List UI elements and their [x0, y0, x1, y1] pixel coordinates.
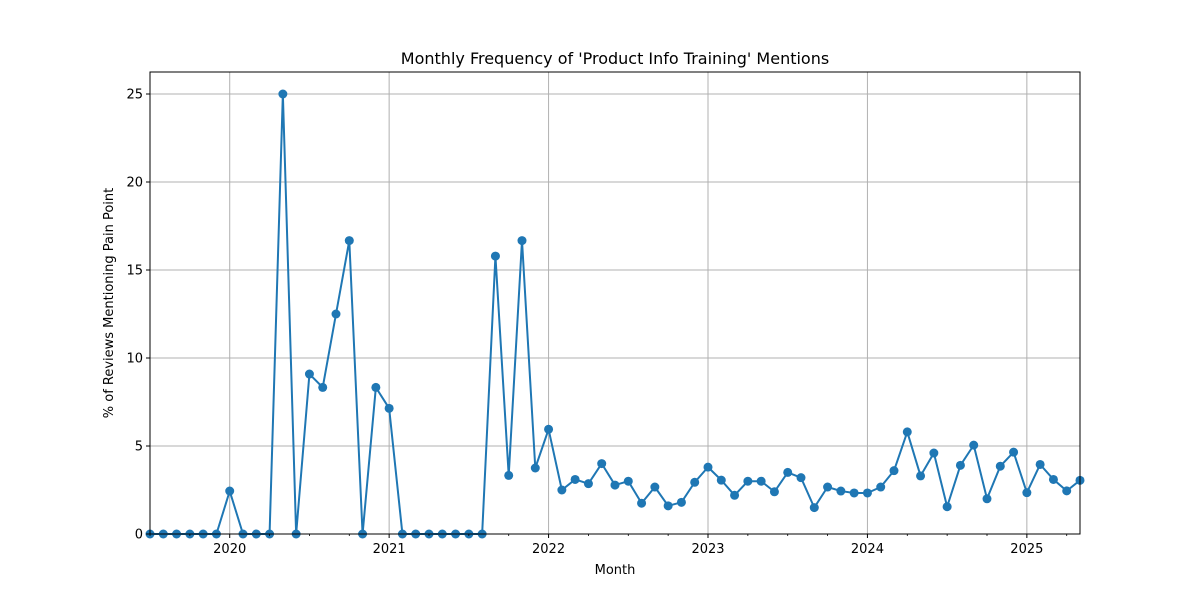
x-axis-title: Month — [595, 563, 636, 578]
data-point — [955, 460, 965, 470]
data-point — [650, 482, 660, 492]
data-point — [916, 471, 926, 481]
series-layer — [145, 89, 1085, 539]
data-point — [703, 462, 713, 472]
data-point — [1062, 486, 1072, 496]
data-point — [570, 474, 580, 484]
data-point — [823, 482, 833, 492]
data-point — [1022, 488, 1032, 498]
data-point — [796, 473, 806, 483]
data-point — [278, 89, 288, 99]
data-point — [982, 494, 992, 504]
y-tick-label: 0 — [135, 528, 143, 543]
data-point — [690, 477, 700, 487]
data-point — [902, 427, 912, 437]
data-point — [623, 476, 633, 486]
data-point — [544, 424, 554, 434]
data-point — [862, 488, 872, 498]
data-point — [225, 486, 235, 496]
data-point — [809, 503, 819, 513]
y-tick-label: 10 — [126, 352, 143, 367]
data-point — [889, 466, 899, 476]
plot-frame — [149, 71, 1081, 535]
y-tick-label: 20 — [126, 176, 143, 191]
data-point — [610, 480, 620, 490]
data-point — [769, 487, 779, 497]
data-point — [1035, 459, 1045, 469]
x-tick-label: 2025 — [1010, 542, 1043, 557]
plot-area — [150, 72, 1080, 534]
data-point — [929, 448, 939, 458]
chart-title: Monthly Frequency of 'Product Info Train… — [401, 49, 829, 68]
data-point — [663, 501, 673, 511]
data-point — [716, 475, 726, 485]
y-tick-label: 15 — [126, 264, 143, 279]
data-point — [876, 482, 886, 492]
data-point — [676, 497, 686, 507]
data-point — [969, 440, 979, 450]
x-tick-label: 2023 — [691, 542, 724, 557]
y-axis-title: % of Reviews Mentioning Pain Point — [102, 188, 117, 419]
data-point — [756, 476, 766, 486]
data-point — [637, 498, 647, 508]
data-point — [730, 490, 740, 500]
data-point — [597, 459, 607, 469]
x-tick-label: 2020 — [213, 542, 246, 557]
data-point — [304, 369, 314, 379]
x-tick-label: 2024 — [851, 542, 884, 557]
data-point — [1009, 447, 1019, 457]
data-point — [504, 470, 514, 480]
data-point — [371, 382, 381, 392]
data-point — [783, 467, 793, 477]
x-tick-label: 2021 — [373, 542, 406, 557]
data-point — [384, 403, 394, 413]
y-tick-label: 25 — [126, 88, 143, 103]
data-point — [557, 485, 567, 495]
data-point — [318, 382, 328, 392]
grid — [150, 72, 1080, 535]
data-point — [517, 236, 527, 246]
x-tick-label: 2022 — [532, 542, 565, 557]
data-point — [1048, 474, 1058, 484]
data-point — [583, 479, 593, 489]
data-point — [743, 476, 753, 486]
data-point — [849, 488, 859, 498]
data-point — [942, 502, 952, 512]
data-point — [530, 463, 540, 473]
data-point — [836, 486, 846, 496]
data-point — [490, 251, 500, 261]
data-point — [344, 236, 354, 246]
y-tick-label: 5 — [135, 440, 143, 455]
data-point — [331, 309, 341, 319]
data-point — [995, 461, 1005, 471]
